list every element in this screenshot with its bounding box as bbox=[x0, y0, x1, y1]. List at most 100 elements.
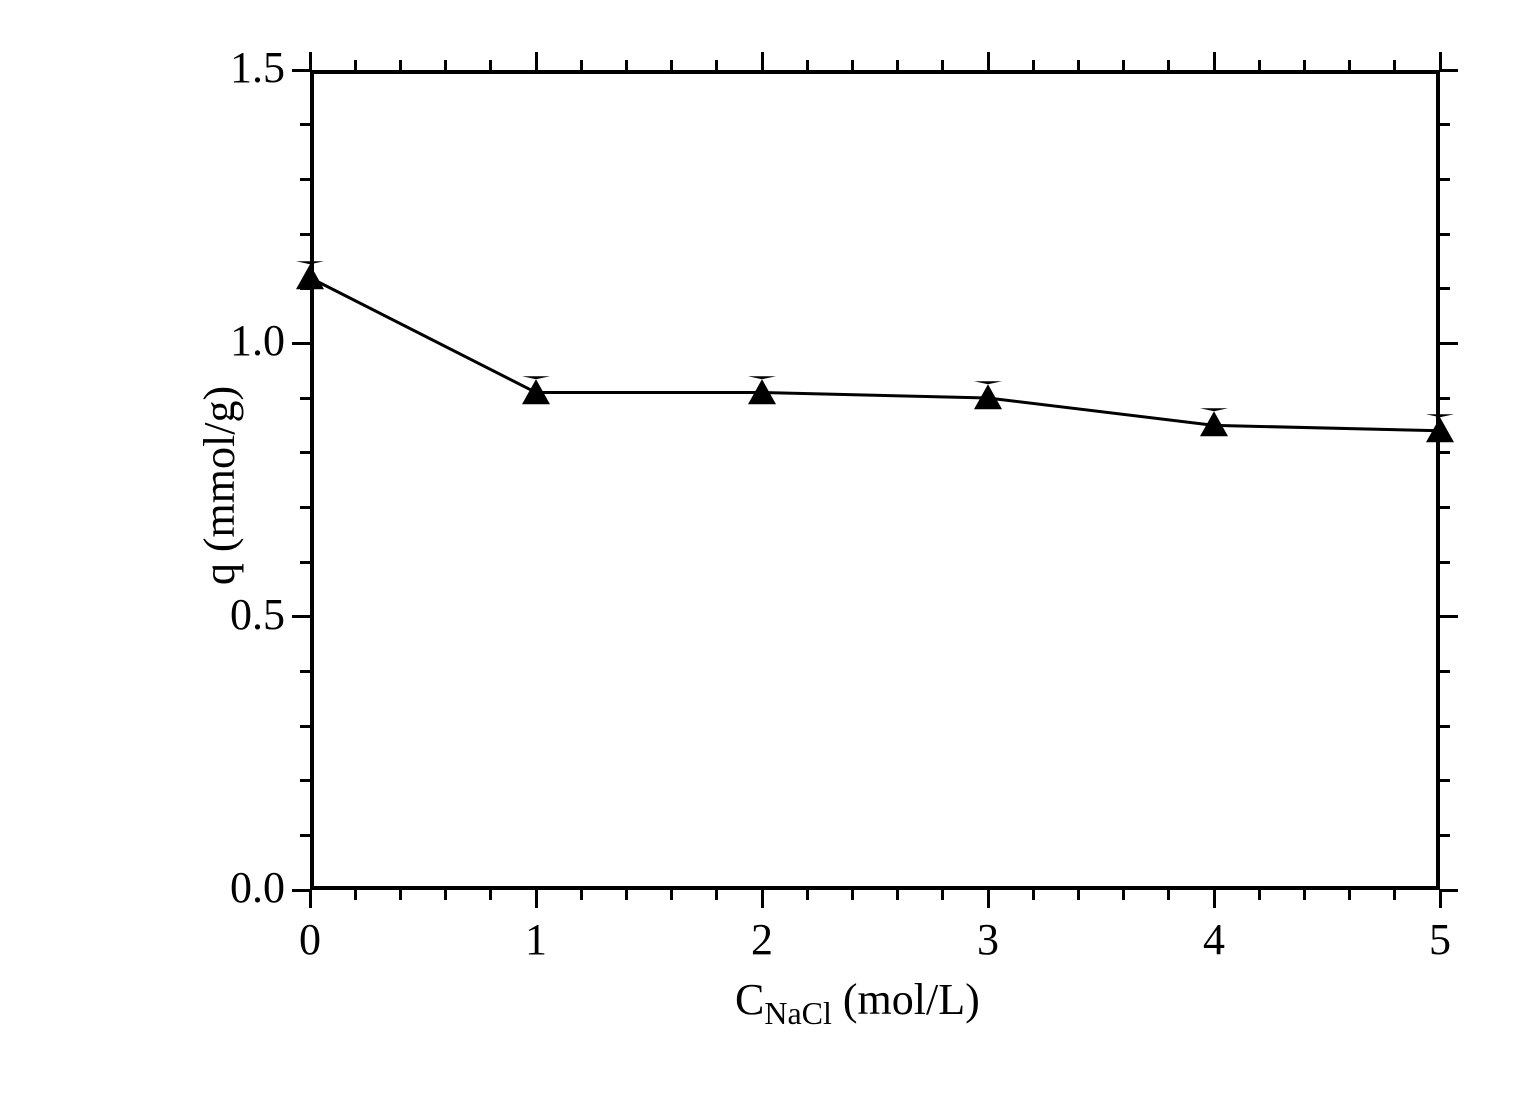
x-tick-minor-top bbox=[625, 60, 628, 70]
data-marker bbox=[1200, 409, 1228, 437]
y-tick-major-right bbox=[1440, 615, 1458, 618]
x-tick-minor bbox=[354, 890, 357, 900]
y-tick-minor-right bbox=[1440, 779, 1450, 782]
x-tick-minor-top bbox=[896, 60, 899, 70]
x-tick-minor-top bbox=[354, 60, 357, 70]
x-tick-minor bbox=[670, 890, 673, 900]
x-tick-minor-top bbox=[580, 60, 583, 70]
y-tick-major-right bbox=[1440, 342, 1458, 345]
y-tick-minor-right bbox=[1440, 506, 1450, 509]
y-axis-label: q (mmol/g) bbox=[194, 386, 245, 585]
x-tick-minor bbox=[896, 890, 899, 900]
x-tick-major bbox=[761, 890, 764, 908]
y-tick-minor-right bbox=[1440, 287, 1450, 290]
plot-area bbox=[310, 70, 1440, 890]
x-tick-major-top bbox=[535, 52, 538, 70]
x-tick-major bbox=[535, 890, 538, 908]
y-tick-minor bbox=[300, 287, 310, 290]
x-tick-minor bbox=[580, 890, 583, 900]
y-tick-minor-right bbox=[1440, 397, 1450, 400]
y-tick-minor bbox=[300, 725, 310, 728]
x-tick-minor-top bbox=[444, 60, 447, 70]
y-tick-major-right bbox=[1440, 69, 1458, 72]
x-tick-minor bbox=[399, 890, 402, 900]
y-tick-major bbox=[292, 889, 310, 892]
x-tick-label: 3 bbox=[948, 914, 1028, 965]
x-tick-minor bbox=[1303, 890, 1306, 900]
data-marker bbox=[974, 381, 1002, 409]
data-marker bbox=[748, 376, 776, 404]
y-tick-minor bbox=[300, 233, 310, 236]
y-tick-label: 0.0 bbox=[190, 862, 285, 913]
x-tick-major bbox=[1439, 890, 1442, 908]
y-tick-major bbox=[292, 615, 310, 618]
y-tick-minor bbox=[300, 561, 310, 564]
x-tick-major bbox=[1213, 890, 1216, 908]
x-tick-minor bbox=[1167, 890, 1170, 900]
x-tick-minor-top bbox=[851, 60, 854, 70]
y-tick-minor bbox=[300, 123, 310, 126]
x-tick-label: 4 bbox=[1174, 914, 1254, 965]
x-tick-minor bbox=[444, 890, 447, 900]
x-tick-major-top bbox=[309, 52, 312, 70]
y-tick-minor-right bbox=[1440, 725, 1450, 728]
x-tick-minor bbox=[941, 890, 944, 900]
x-tick-label: 0 bbox=[270, 914, 350, 965]
x-tick-minor-top bbox=[1348, 60, 1351, 70]
data-marker bbox=[296, 261, 324, 289]
x-tick-label: 2 bbox=[722, 914, 802, 965]
y-tick-minor bbox=[300, 779, 310, 782]
x-tick-minor-top bbox=[399, 60, 402, 70]
x-tick-minor-top bbox=[1122, 60, 1125, 70]
x-tick-minor-top bbox=[1167, 60, 1170, 70]
x-tick-minor bbox=[1393, 890, 1396, 900]
y-tick-label: 1.0 bbox=[190, 315, 285, 366]
x-tick-minor bbox=[851, 890, 854, 900]
y-tick-minor-right bbox=[1440, 451, 1450, 454]
x-tick-major-top bbox=[1213, 52, 1216, 70]
y-tick-major bbox=[292, 342, 310, 345]
x-tick-minor-top bbox=[806, 60, 809, 70]
y-tick-minor-right bbox=[1440, 233, 1450, 236]
data-marker bbox=[1426, 414, 1454, 442]
data-marker bbox=[522, 376, 550, 404]
y-tick-major-right bbox=[1440, 889, 1458, 892]
x-axis-label: CNaCl (mol/L) bbox=[735, 974, 980, 1032]
x-tick-minor bbox=[806, 890, 809, 900]
y-tick-minor-right bbox=[1440, 178, 1450, 181]
y-tick-minor bbox=[300, 397, 310, 400]
x-tick-minor bbox=[1122, 890, 1125, 900]
x-tick-label: 5 bbox=[1400, 914, 1480, 965]
x-tick-minor-top bbox=[1258, 60, 1261, 70]
y-tick-minor-right bbox=[1440, 834, 1450, 837]
y-tick-minor bbox=[300, 834, 310, 837]
y-tick-minor-right bbox=[1440, 123, 1450, 126]
y-tick-minor bbox=[300, 670, 310, 673]
y-tick-minor bbox=[300, 178, 310, 181]
x-tick-minor bbox=[1077, 890, 1080, 900]
x-tick-minor-top bbox=[670, 60, 673, 70]
y-tick-label: 0.5 bbox=[190, 589, 285, 640]
y-tick-minor-right bbox=[1440, 670, 1450, 673]
x-tick-minor-top bbox=[941, 60, 944, 70]
x-tick-major-top bbox=[761, 52, 764, 70]
x-tick-major bbox=[309, 890, 312, 908]
x-tick-minor bbox=[715, 890, 718, 900]
x-tick-major bbox=[987, 890, 990, 908]
x-tick-minor-top bbox=[489, 60, 492, 70]
x-tick-minor-top bbox=[1077, 60, 1080, 70]
x-tick-minor bbox=[1032, 890, 1035, 900]
x-tick-minor bbox=[489, 890, 492, 900]
x-tick-major-top bbox=[1439, 52, 1442, 70]
x-tick-label: 1 bbox=[496, 914, 576, 965]
x-tick-minor-top bbox=[715, 60, 718, 70]
y-tick-minor-right bbox=[1440, 561, 1450, 564]
x-tick-minor-top bbox=[1303, 60, 1306, 70]
y-tick-minor bbox=[300, 451, 310, 454]
chart-container: 0 1 2 3 4 5 0.0 0.5 1.0 1.5 q (mmol/g) CNaCl (mol… bbox=[100, 40, 1480, 1060]
x-tick-minor-top bbox=[1032, 60, 1035, 70]
x-tick-minor-top bbox=[1393, 60, 1396, 70]
x-tick-minor bbox=[625, 890, 628, 900]
y-tick-label: 1.5 bbox=[190, 42, 285, 93]
x-tick-minor bbox=[1258, 890, 1261, 900]
